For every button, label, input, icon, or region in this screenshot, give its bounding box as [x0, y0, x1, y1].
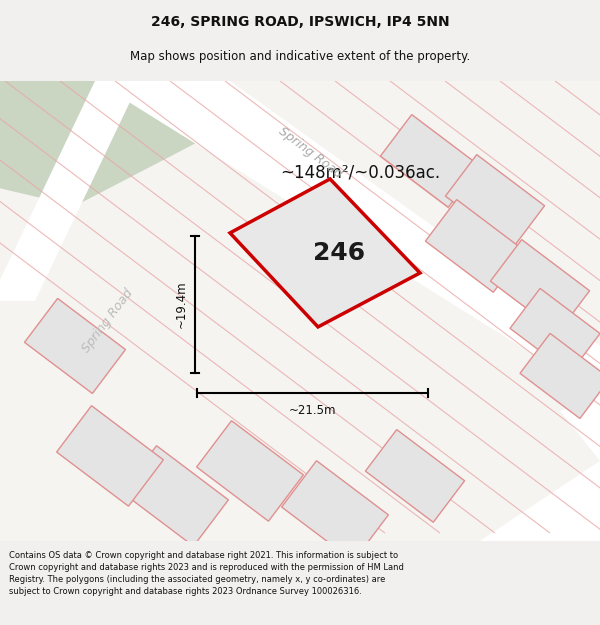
Polygon shape — [95, 81, 600, 396]
Text: ~19.4m: ~19.4m — [175, 281, 187, 328]
Polygon shape — [122, 446, 229, 546]
Text: Contains OS data © Crown copyright and database right 2021. This information is : Contains OS data © Crown copyright and d… — [9, 551, 404, 596]
Polygon shape — [425, 199, 524, 292]
Polygon shape — [0, 81, 140, 301]
Polygon shape — [490, 239, 590, 332]
Polygon shape — [230, 179, 420, 327]
Polygon shape — [520, 333, 600, 419]
Text: ~148m²/~0.036ac.: ~148m²/~0.036ac. — [280, 164, 440, 182]
Polygon shape — [365, 429, 464, 522]
Polygon shape — [0, 81, 200, 206]
Text: 246: 246 — [313, 241, 365, 265]
Polygon shape — [197, 421, 304, 521]
Polygon shape — [510, 288, 600, 374]
Polygon shape — [281, 461, 388, 561]
Text: Map shows position and indicative extent of the property.: Map shows position and indicative extent… — [130, 49, 470, 62]
Text: ~21.5m: ~21.5m — [289, 404, 336, 418]
Polygon shape — [56, 406, 163, 506]
Text: Spring Road: Spring Road — [80, 287, 136, 355]
Text: Spring Road: Spring Road — [276, 125, 344, 181]
Polygon shape — [430, 396, 600, 541]
Text: 246, SPRING ROAD, IPSWICH, IP4 5NN: 246, SPRING ROAD, IPSWICH, IP4 5NN — [151, 14, 449, 29]
Polygon shape — [445, 154, 545, 248]
Polygon shape — [380, 114, 479, 208]
Polygon shape — [25, 298, 125, 394]
